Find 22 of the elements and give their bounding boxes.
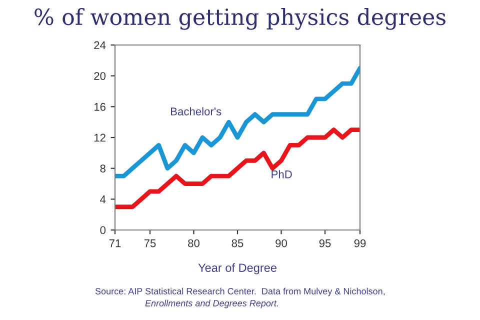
x-tick-label: 99	[354, 239, 366, 248]
series-label: Bachelor's	[171, 107, 222, 116]
x-tick-label: 95	[319, 239, 331, 248]
x-tick-label: 85	[232, 239, 244, 248]
line-series	[115, 66, 360, 178]
y-tick-label: 24	[94, 41, 106, 50]
x-tick-label: 90	[276, 239, 287, 248]
x-tick-label: 71	[109, 239, 121, 248]
y-tick-label: 12	[94, 134, 106, 142]
y-tick-label: 8	[100, 164, 106, 172]
series-label: PhD	[272, 170, 292, 178]
y-tick-label: 16	[94, 102, 106, 111]
y-tick-label: 4	[100, 196, 106, 204]
text: Enrollments and Degrees Report.	[145, 300, 278, 308]
chart-title: % of women getting physics degrees	[34, 8, 446, 30]
line-series	[115, 128, 360, 210]
x-tick-label: 75	[144, 239, 156, 248]
source-note: Source: AIP Statistical Research Center. Data from Mulvey & Nicholson,	[95, 288, 385, 296]
x-axis-title: Year of Degree	[198, 263, 276, 274]
y-tick-label: 20	[94, 72, 106, 80]
y-tick-label: 0	[100, 226, 106, 234]
x-tick-label: 80	[188, 239, 200, 248]
